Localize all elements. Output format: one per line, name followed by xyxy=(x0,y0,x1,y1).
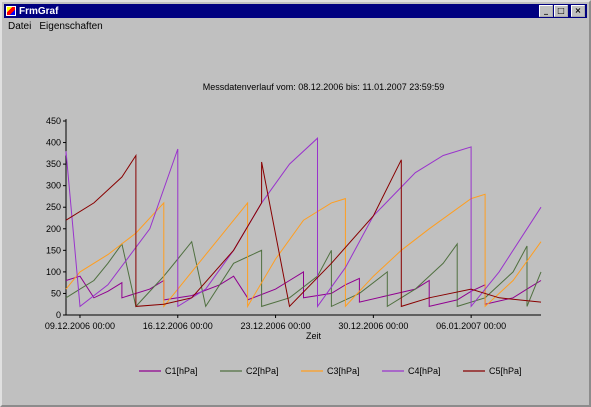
close-button[interactable]: × xyxy=(571,5,585,17)
y-tick-label: 300 xyxy=(46,181,61,191)
chart-title: Messdatenverlauf vom: 08.12.2006 bis: 11… xyxy=(203,82,445,92)
y-tick-label: 100 xyxy=(46,267,61,277)
y-tick-label: 200 xyxy=(46,224,61,234)
menu-eigenschaften[interactable]: Eigenschaften xyxy=(39,21,103,32)
app-icon[interactable] xyxy=(6,6,16,16)
series-line-3 xyxy=(65,193,542,309)
legend-label-2: C2[hPa] xyxy=(246,366,279,376)
y-tick-label: 450 xyxy=(46,116,61,126)
x-tick-label: 06.01.2007 00:00 xyxy=(436,321,506,331)
maximize-button[interactable]: □ xyxy=(554,5,568,17)
title-bar[interactable]: FrmGraf _ □ × xyxy=(4,4,587,18)
legend-label-4: C4[hPa] xyxy=(408,366,441,376)
y-tick-label: 400 xyxy=(46,138,61,148)
menu-datei[interactable]: Datei xyxy=(8,21,32,32)
series-line-1 xyxy=(65,271,542,308)
legend-label-1: C1[hPa] xyxy=(165,366,198,376)
x-axis-label: Zeit xyxy=(306,331,322,341)
y-tick-label: 150 xyxy=(46,245,61,255)
x-tick-label: 09.12.2006 00:00 xyxy=(45,321,115,331)
x-tick-label: 23.12.2006 00:00 xyxy=(241,321,311,331)
x-tick-label: 30.12.2006 00:00 xyxy=(338,321,408,331)
x-tick-label: 16.12.2006 00:00 xyxy=(143,321,213,331)
legend-label-3: C3[hPa] xyxy=(327,366,360,376)
series-line-4 xyxy=(65,137,542,308)
y-tick-label: 250 xyxy=(46,202,61,212)
y-tick-label: 350 xyxy=(46,159,61,169)
series-line-5 xyxy=(65,153,542,308)
y-tick-label: 0 xyxy=(56,310,61,320)
window-title: FrmGraf xyxy=(19,5,59,17)
menu-bar: Datei Eigenschaften xyxy=(4,20,107,34)
window-controls: _ □ × xyxy=(538,5,585,17)
y-tick-label: 50 xyxy=(51,288,61,298)
minimize-button[interactable]: _ xyxy=(539,5,553,17)
legend-label-5: C5[hPa] xyxy=(489,366,522,376)
